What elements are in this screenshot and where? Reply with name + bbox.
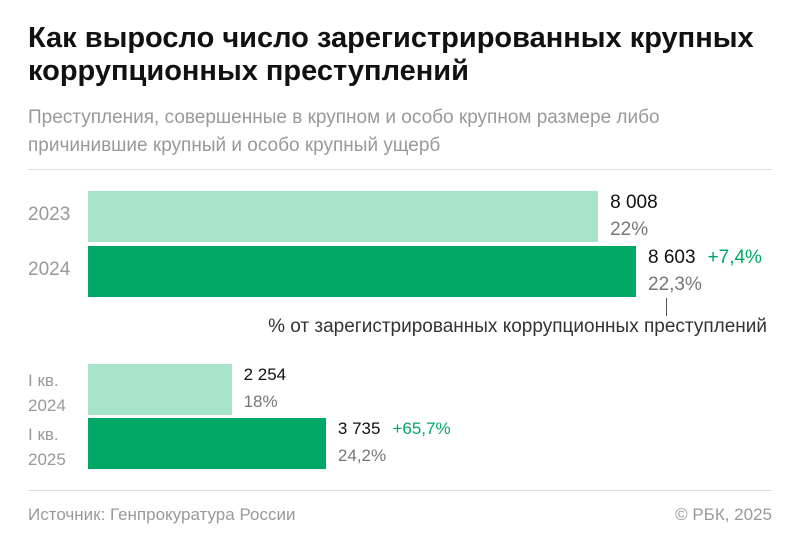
- change-label: +7,4%: [707, 247, 762, 268]
- divider: [28, 169, 772, 170]
- bar: [88, 364, 232, 415]
- divider: [28, 490, 772, 491]
- subtitle: Преступления, совершенные в крупном и ос…: [28, 107, 660, 156]
- value-row: 8 008: [610, 192, 658, 214]
- annotation: % от зарегистрированных коррупционных пр…: [268, 316, 767, 337]
- change-label: +65,7%: [392, 419, 451, 438]
- value-label: 8 603: [648, 247, 696, 268]
- bar: [88, 191, 599, 242]
- share-label: 24,2%: [337, 446, 387, 465]
- bar: [88, 418, 326, 469]
- share-label: 18%: [243, 392, 278, 411]
- category-label: I кв. 2025: [28, 425, 66, 469]
- category-label: 2023: [28, 204, 71, 225]
- title: Как выросло число зарегистрированных кру…: [28, 22, 754, 87]
- copyright: © РБК, 2025: [675, 505, 772, 524]
- value-label: 8 008: [610, 192, 658, 213]
- share-label: 22%: [610, 219, 649, 240]
- share-label: 22,3%: [648, 274, 702, 295]
- category-label: 2024: [28, 259, 71, 280]
- value-row: 2 254: [244, 365, 287, 385]
- category-label: I кв. 2024: [28, 371, 66, 415]
- value-row: 8 603 +7,4%: [648, 247, 762, 269]
- value-label: 3 735: [337, 419, 381, 438]
- value-label: 2 254: [243, 365, 287, 384]
- bar: [88, 246, 636, 297]
- source: Источник: Генпрокуратура России: [28, 505, 296, 524]
- value-row: 3 735 +65,7%: [338, 419, 451, 439]
- annotation-pointer: [666, 298, 667, 316]
